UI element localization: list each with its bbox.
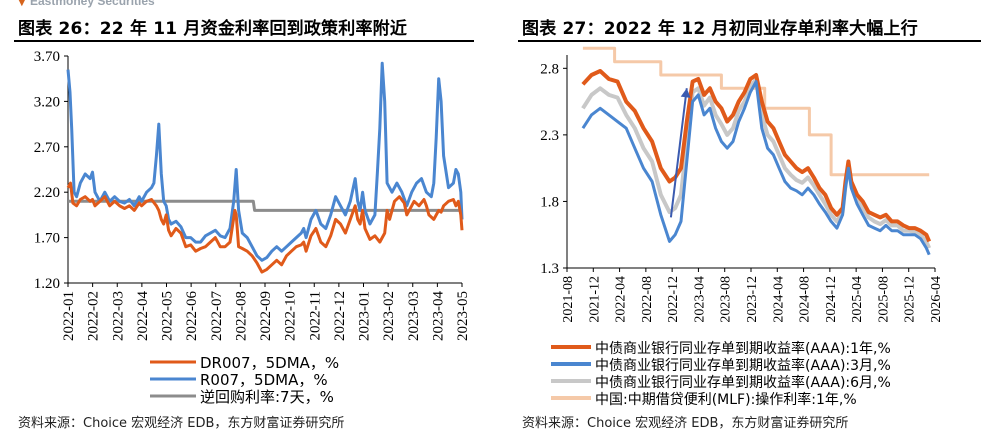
left-chart-x-tick-label: 2023-02 bbox=[381, 291, 397, 341]
left-chart-x-tick-label: 2022-01 bbox=[61, 291, 77, 341]
right-chart-y-tick-label: 2.8 bbox=[540, 61, 559, 77]
left-chart-series-line-2 bbox=[66, 61, 464, 262]
left-chart-x-tick-label: 2023-01 bbox=[357, 291, 373, 341]
left-chart-series-line-3 bbox=[68, 199, 462, 212]
right-chart-x-tick-label: 2022-04 bbox=[614, 276, 629, 323]
right-chart-y-tick-label: 1.3 bbox=[540, 261, 559, 277]
left-chart-x-tick-label: 2022-12 bbox=[332, 291, 348, 341]
left-chart-x-tick-label: 2022-05 bbox=[160, 291, 176, 341]
left-source-note: 资料来源：Choice 宏观经济 EDB，东方财富证券研究所 bbox=[18, 416, 345, 431]
left-chart-x-tick-label: 2022-03 bbox=[110, 291, 126, 341]
left-panel-title: 图表 26：22 年 11 月资金利率回到政策利率附近 bbox=[18, 19, 408, 39]
left-chart-y-tick-label: 3.20 bbox=[34, 94, 60, 110]
right-chart-series-line-4 bbox=[582, 46, 930, 177]
left-chart-legend-label-1: DR007，5DMA，% bbox=[200, 354, 339, 372]
left-chart-x-tick-label: 2022-07 bbox=[209, 291, 225, 341]
right-chart-x-tick-label: 2023-12 bbox=[745, 276, 760, 323]
right-chart-legend-label-3: 中债商业银行同业存单到期收益率(AAA):6月,% bbox=[595, 374, 891, 391]
brand-mark-icon: ▼ bbox=[18, 0, 26, 8]
right-chart-x-tick-label: 2021-12 bbox=[587, 276, 602, 323]
right-chart-x-tick-label: 2025-12 bbox=[903, 276, 918, 323]
right-chart-x-tick-label: 2021-08 bbox=[561, 276, 576, 323]
right-chart-x-tick-label: 2023-04 bbox=[692, 276, 707, 323]
right-chart-annotation-arrow bbox=[669, 88, 688, 218]
left-chart-legend-label-2: R007，5DMA，% bbox=[200, 371, 328, 389]
left-chart-legend-label-3: 逆回购利率:7天，% bbox=[200, 388, 334, 406]
right-chart-x-tick-label: 2022-08 bbox=[640, 276, 655, 323]
left-chart-y-tick-label: 3.70 bbox=[34, 49, 60, 65]
right-chart-x-tick-label: 2022-12 bbox=[666, 276, 681, 323]
left-chart-x-tick-label: 2023-05 bbox=[455, 291, 471, 341]
left-chart-y-tick-label: 2.70 bbox=[34, 140, 60, 156]
right-chart-x-tick-label: 2026-04 bbox=[929, 276, 944, 323]
right-chart-x-tick-label: 2024-04 bbox=[771, 276, 786, 323]
right-chart-y-tick-label: 1.8 bbox=[540, 194, 559, 210]
left-chart-x-tick-label: 2023-03 bbox=[406, 291, 422, 341]
right-source-note: 资料来源：Choice 宏观经济 EDB，东方财富证券研究所 bbox=[522, 416, 849, 431]
right-chart-x-tick-label: 2025-04 bbox=[850, 276, 865, 323]
left-chart-x-tick-label: 2022-10 bbox=[283, 291, 299, 341]
right-chart-x-tick-label: 2024-08 bbox=[798, 276, 813, 323]
left-chart-x-tick-label: 2022-02 bbox=[86, 291, 102, 341]
right-chart-x-tick-label: 2023-08 bbox=[719, 276, 734, 323]
right-chart-legend-label-4: 中国:中期借贷便利(MLF):操作利率:1年,% bbox=[595, 391, 857, 408]
left-chart-x-tick-label: 2022-08 bbox=[233, 291, 249, 341]
right-chart-series-line-1 bbox=[581, 69, 932, 243]
left-chart-x-tick-label: 2023-04 bbox=[430, 291, 446, 341]
brand-strip: ▼ Eastmoney Securities bbox=[0, 0, 997, 12]
right-chart-series-line-3 bbox=[581, 77, 932, 249]
left-chart-y-tick-label: 1.20 bbox=[34, 276, 60, 292]
brand-text: Eastmoney Securities bbox=[30, 0, 155, 8]
right-chart-x-tick-label: 2025-08 bbox=[876, 276, 891, 323]
left-chart-y-tick-label: 1.70 bbox=[34, 231, 60, 247]
left-chart-x-tick-label: 2022-06 bbox=[184, 291, 200, 341]
left-chart-series-line-1 bbox=[66, 181, 464, 274]
right-title-rule bbox=[518, 40, 981, 42]
right-chart-annotation-arrowhead bbox=[680, 88, 691, 98]
right-chart-x-tick-label: 2024-12 bbox=[824, 276, 839, 323]
left-chart-x-tick-label: 2022-04 bbox=[135, 291, 151, 341]
right-chart-y-tick-label: 2.3 bbox=[540, 128, 559, 144]
right-chart-series-line-2 bbox=[581, 80, 931, 256]
left-chart-x-tick-label: 2022-09 bbox=[258, 291, 274, 341]
left-chart-y-tick-label: 2.20 bbox=[34, 185, 60, 201]
right-chart-legend-label-2: 中债商业银行同业存单到期收益率(AAA):3月,% bbox=[595, 357, 891, 374]
right-panel-title: 图表 27：2022 年 12 月初同业存单利率大幅上行 bbox=[522, 19, 918, 39]
left-title-rule bbox=[14, 40, 474, 42]
right-chart-legend-label-1: 中债商业银行同业存单到期收益率(AAA):1年,% bbox=[595, 340, 891, 357]
left-chart-x-tick-label: 2022-11 bbox=[307, 291, 323, 340]
